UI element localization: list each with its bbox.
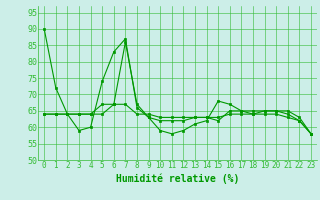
X-axis label: Humidité relative (%): Humidité relative (%) (116, 173, 239, 184)
